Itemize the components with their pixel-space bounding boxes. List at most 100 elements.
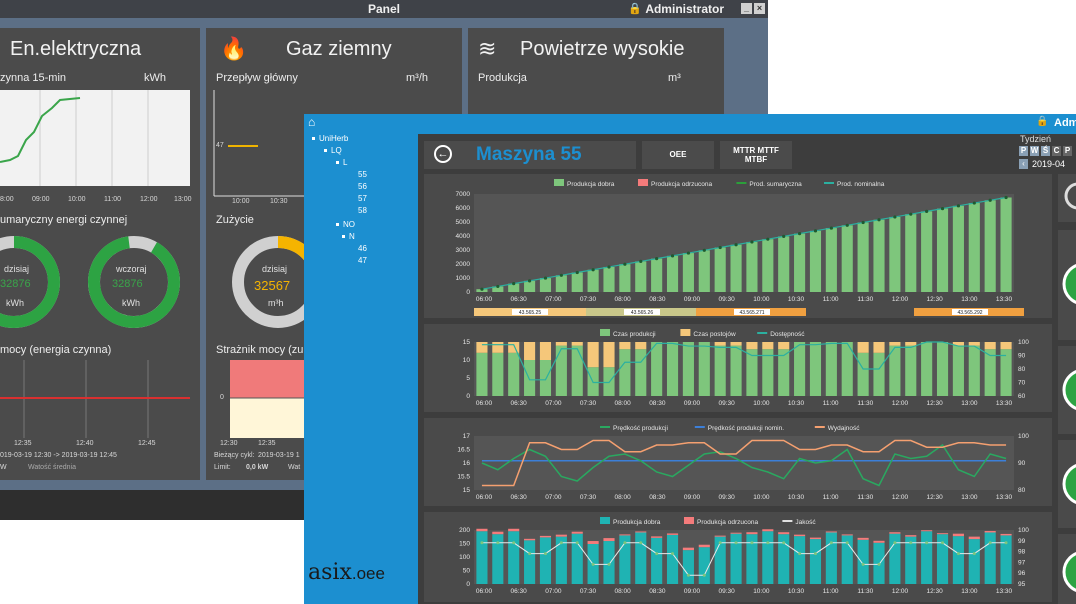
x-tick: 8:00 [0, 196, 14, 203]
legend-label: Jakość [795, 519, 816, 526]
y2-tick-label: 80 [1018, 366, 1026, 373]
today-ring [0, 236, 60, 328]
gas-power-label: Strażnik mocy (zu [216, 344, 304, 356]
tree-node-lq[interactable]: LQ [324, 146, 342, 155]
side-gauge [1062, 464, 1076, 504]
bar [682, 550, 694, 584]
bar [555, 275, 567, 292]
yesterday-label: wczoraj [116, 264, 147, 274]
lock-icon[interactable]: 🔒 [1036, 116, 1049, 127]
bar [730, 533, 742, 584]
bar [809, 537, 822, 540]
data-point [559, 273, 563, 277]
data-point [925, 541, 929, 545]
y2-tick-label: 100 [1018, 527, 1029, 534]
bar [1000, 342, 1012, 350]
bar [666, 534, 679, 584]
y-tick-label: 6000 [456, 205, 471, 212]
cycle-value: 2019-03-19 1 [258, 452, 300, 459]
gas-today-value: 32567 [254, 278, 291, 293]
tree-node-machine[interactable]: 46 [358, 244, 367, 253]
home-icon[interactable]: ⌂ [308, 115, 316, 129]
x-tick-label: 11:00 [823, 296, 839, 303]
tree-node-root[interactable]: UniHerb [312, 134, 348, 143]
bar [476, 528, 488, 532]
x-tick-label: 12:30 [927, 400, 944, 407]
data-point [543, 552, 547, 556]
bar [762, 342, 774, 350]
bar [508, 531, 520, 584]
tree-node-machine[interactable]: 58 [358, 206, 367, 215]
bar [635, 532, 647, 584]
bar [778, 342, 790, 350]
day-button[interactable]: Ś [1041, 146, 1050, 156]
bar [968, 342, 980, 346]
tree-node-machine[interactable]: 55 [358, 170, 367, 179]
data-point [639, 541, 643, 545]
data-point [798, 552, 802, 556]
panel-user-name[interactable]: Administrator [645, 2, 724, 16]
oee-user-name[interactable]: Adm [1054, 117, 1076, 129]
bar [635, 261, 647, 292]
data-point [512, 282, 516, 286]
back-arrow-icon[interactable]: ← [434, 145, 452, 163]
mttr-tab-button[interactable]: MTTR MTTF MTBF [720, 141, 792, 169]
data-point [861, 220, 865, 225]
tree-node-no[interactable]: NO [336, 220, 355, 229]
bar [666, 533, 679, 535]
bar [921, 531, 933, 584]
bar [492, 342, 504, 353]
bar [809, 342, 822, 396]
oee-tab-button[interactable]: OEE [642, 141, 714, 169]
day-button[interactable]: P [1063, 146, 1072, 156]
x-tick: 12:35 [258, 440, 276, 447]
bar [714, 342, 726, 346]
bar [666, 255, 679, 292]
bar [555, 342, 567, 346]
bar [539, 278, 552, 292]
x-tick: 13:00 [174, 196, 192, 203]
bar [619, 264, 631, 292]
tree-node-machine[interactable]: 56 [358, 182, 367, 191]
gas-flow-label: Przepływ główny [216, 72, 298, 84]
tree-node-n[interactable]: N [342, 232, 355, 241]
bar [936, 533, 949, 535]
x-tick-label: 06:00 [476, 400, 493, 407]
tree-node-machine[interactable]: 47 [358, 256, 367, 265]
y-tick-label: 1000 [456, 275, 471, 282]
day-button[interactable]: P [1019, 146, 1028, 156]
close-button[interactable]: × [754, 3, 765, 14]
bar [762, 529, 774, 532]
data-point [734, 541, 738, 545]
bar [841, 535, 853, 584]
tree-node-l[interactable]: L [336, 158, 347, 167]
bar [825, 228, 837, 292]
bar [508, 283, 520, 292]
air-title: Powietrze wysokie [520, 38, 685, 60]
tree-node-machine[interactable]: 57 [358, 194, 367, 203]
x-tick-label: 07:00 [545, 588, 562, 595]
yesterday-value: 32876 [112, 278, 143, 290]
bar [1000, 349, 1012, 396]
oee-side-gauges [1058, 174, 1076, 604]
minimize-button[interactable]: _ [741, 3, 752, 14]
lock-icon[interactable]: 🔒 [628, 3, 642, 15]
prev-date-button[interactable]: ‹ [1019, 159, 1028, 169]
y-tick-label: 0 [466, 289, 470, 296]
x-tick-label: 12:00 [892, 400, 909, 407]
bar [619, 349, 631, 396]
electric-range: 019-03-19 12:30 -> 2019-03-19 12:45 [0, 452, 117, 459]
bar [524, 540, 536, 584]
day-button[interactable]: W [1030, 146, 1039, 156]
x-tick-label: 10:00 [753, 400, 770, 407]
today-value: 32876 [0, 278, 31, 290]
bar [857, 222, 869, 292]
legend-label: Prędkość produkcji nomin. [708, 425, 784, 432]
day-button[interactable]: C [1052, 146, 1061, 156]
x-tick-label: 06:30 [511, 400, 528, 407]
bar [857, 342, 869, 353]
bar [984, 200, 996, 292]
x-tick-label: 09:30 [719, 296, 736, 303]
x-tick-label: 08:30 [649, 494, 666, 501]
bar [794, 233, 806, 292]
